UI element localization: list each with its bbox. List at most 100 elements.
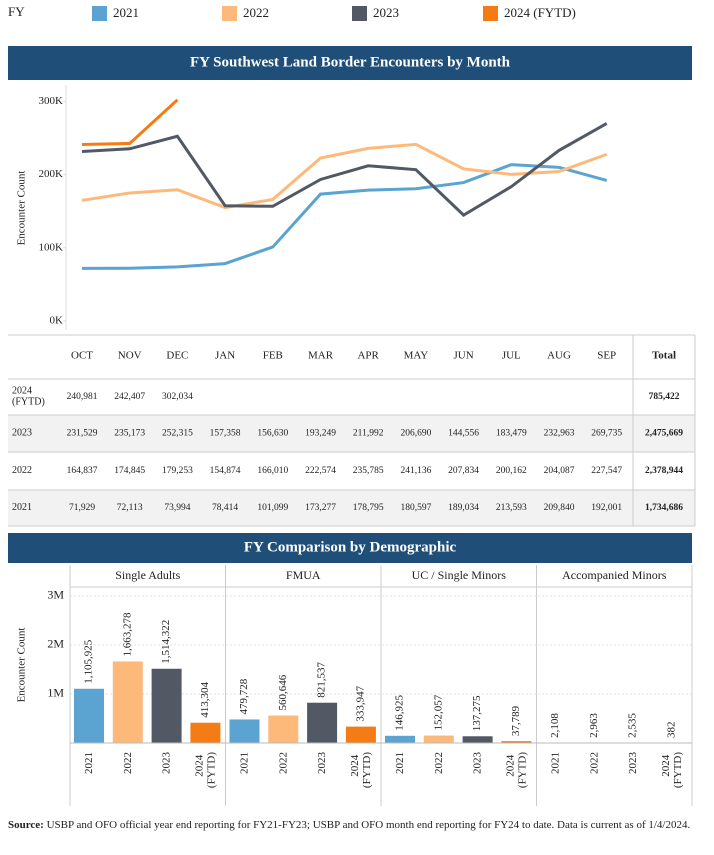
- x-tick-label: JAN: [215, 350, 235, 362]
- y-tick-label: 1M: [47, 686, 64, 700]
- chart-title: FY Southwest Land Border Encounters by M…: [190, 54, 511, 70]
- table-cell: 200,162: [496, 466, 527, 476]
- x-tick-label: OCT: [71, 350, 93, 362]
- table-cell: 242,407: [114, 392, 145, 402]
- bar: [268, 715, 299, 743]
- table-cell: 211,992: [353, 429, 384, 439]
- x-tick-label: JUL: [502, 350, 521, 362]
- x-tick-label: AUG: [547, 350, 571, 362]
- value-label: 413,304: [199, 681, 211, 717]
- y-tick-label: 200K: [39, 168, 64, 180]
- value-label: 479,728: [238, 678, 250, 714]
- bar: [307, 702, 338, 743]
- legend-label: FY: [8, 4, 25, 19]
- line-series: [81, 122, 608, 218]
- table-cell: 207,834: [448, 466, 479, 476]
- bar: [501, 741, 532, 743]
- source-note: Source: USBP and OFO official year end r…: [8, 819, 691, 831]
- table-cell: 73,994: [164, 503, 190, 513]
- value-label: 382: [665, 721, 677, 738]
- table-cell: 179,253: [162, 466, 193, 476]
- bar: [74, 688, 104, 743]
- bar: [385, 735, 415, 743]
- x-tick-label: MAR: [308, 350, 334, 362]
- row-label: 2021: [12, 502, 32, 513]
- x-tick-label: 2021: [238, 752, 250, 774]
- bar: [112, 661, 143, 743]
- table-cell: 302,034: [162, 392, 193, 402]
- x-tick-label: 2022: [432, 752, 444, 774]
- row-label: 2023: [12, 428, 32, 439]
- title-bar: [8, 533, 692, 563]
- legend-label: 2022: [243, 5, 269, 20]
- table-cell: 241,136: [400, 466, 431, 476]
- x-tick-label: 2024 (FYTD): [348, 752, 372, 788]
- x-tick-label: 2021: [549, 752, 561, 774]
- panel-label: FMUA: [286, 568, 321, 582]
- x-tick-label: APR: [357, 350, 379, 362]
- x-tick-label: 2023: [160, 752, 172, 775]
- y-tick-label: 3M: [47, 588, 64, 602]
- table-cell: 173,277: [305, 503, 336, 513]
- value-label: 2,963: [588, 713, 600, 738]
- table-total: 785,422: [649, 392, 680, 402]
- value-label: 2,535: [627, 713, 639, 738]
- x-tick-label: JUN: [454, 350, 474, 362]
- table-cell: 206,690: [400, 429, 431, 439]
- source-body: USBP and OFO official year end reporting…: [46, 819, 691, 831]
- bar: [151, 668, 182, 743]
- x-tick-label: 2022: [588, 752, 600, 774]
- legend-label: 2021: [113, 5, 139, 20]
- bar: [423, 735, 454, 743]
- table-cell: 174,845: [114, 466, 145, 476]
- legend-swatch: [222, 6, 237, 21]
- table-cell: 78,414: [212, 503, 238, 513]
- panel-label: Single Adults: [115, 568, 180, 582]
- value-label: 152,057: [432, 694, 444, 730]
- table-total: 2,475,669: [645, 429, 683, 439]
- x-tick-label: DEC: [166, 350, 188, 362]
- line-series: [81, 142, 608, 210]
- table-cell: 204,087: [544, 466, 575, 476]
- bar: [345, 726, 376, 743]
- table-cell: 101,099: [257, 503, 288, 513]
- x-tick-label: NOV: [118, 350, 142, 362]
- table-cell: 166,010: [257, 466, 288, 476]
- bar: [462, 736, 493, 743]
- value-label: 821,537: [316, 661, 328, 697]
- table-cell: 232,963: [544, 429, 575, 439]
- legend-swatch: [352, 6, 367, 21]
- x-tick-label: 2022: [121, 752, 133, 774]
- y-tick-label: 0K: [50, 315, 64, 327]
- table-cell: 227,547: [591, 466, 622, 476]
- row-label: 2024 (FYTD): [12, 386, 45, 408]
- panel-label: Accompanied Minors: [562, 568, 667, 582]
- table-cell: 269,735: [591, 429, 622, 439]
- x-tick-label: 2023: [471, 752, 483, 775]
- y-tick-label: 100K: [39, 241, 64, 253]
- legend-label: 2023: [373, 5, 399, 20]
- value-label: 37,789: [510, 705, 522, 736]
- bar: [229, 719, 260, 743]
- table-cell: 156,630: [257, 429, 288, 439]
- table-cell: 235,785: [353, 466, 384, 476]
- value-label: 137,275: [471, 695, 483, 731]
- table-cell: 252,315: [162, 429, 193, 439]
- y-axis-label: Encounter Count: [16, 171, 28, 246]
- table-cell: 235,173: [114, 429, 145, 439]
- table-cell: 157,358: [210, 429, 241, 439]
- chart-title: FY Comparison by Demographic: [244, 539, 457, 555]
- table-cell: 231,529: [67, 429, 98, 439]
- table-cell: 180,597: [400, 503, 431, 513]
- table-total: 2,378,944: [645, 466, 683, 476]
- table-cell: 213,593: [496, 503, 527, 513]
- table-cell: 189,034: [448, 503, 479, 513]
- table-cell: 71,929: [69, 503, 95, 513]
- x-tick-label: 2024 (FYTD): [504, 752, 528, 788]
- x-tick-label: 2023: [316, 752, 328, 775]
- table-cell: 72,113: [117, 503, 143, 513]
- table-cell: 193,249: [305, 429, 336, 439]
- table-cell: 154,874: [210, 466, 241, 476]
- x-tick-label: 2024 (FYTD): [659, 752, 683, 788]
